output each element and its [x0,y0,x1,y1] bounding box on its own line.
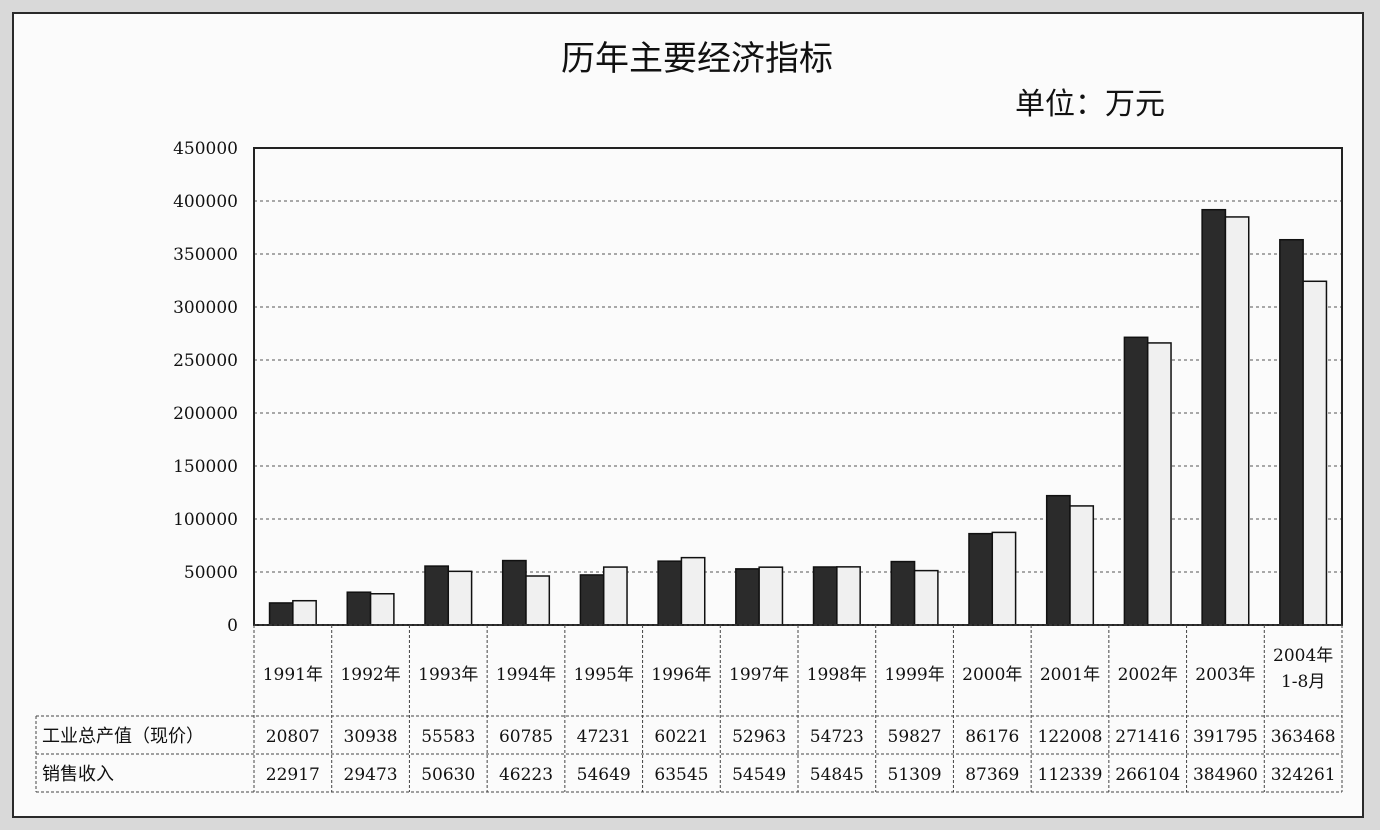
table-value-cell: 271416 [1115,727,1180,747]
bar-sales-revenue [991,531,1017,626]
y-tick-label: 100000 [173,510,238,530]
table-value-cell: 51309 [888,765,942,785]
table-value-cell: 54845 [810,765,864,785]
bar-industrial-output [1123,336,1149,626]
y-tick-label: 150000 [173,457,238,477]
bar-industrial-output [268,602,294,626]
table-value-cell: 46223 [499,765,553,785]
bar-industrial-output [501,559,527,626]
x-category-label: 1999年 [884,665,944,685]
plot-area-border [253,147,1343,626]
table-value-cell: 391795 [1193,727,1258,747]
bar-industrial-output [346,591,372,626]
x-category-label: 1993年 [418,665,478,685]
table-value-cell: 29473 [344,765,398,785]
table-value-cell: 55583 [421,727,475,747]
x-category-label: 2004年 [1273,646,1333,666]
table-value-cell: 87369 [965,765,1019,785]
bar-industrial-output [424,565,450,626]
x-category-label: 1995年 [574,665,634,685]
axes: 0 50000 100000 150000 200000 250000 300000 3500… [173,139,1343,636]
table-value-cell: 266104 [1115,765,1180,785]
y-tick-label: 250000 [173,351,238,371]
x-category-label: 1998年 [807,665,867,685]
x-category-label: 1991年 [263,665,323,685]
bar-sales-revenue [836,566,861,626]
table-value-cell: 112339 [1038,765,1103,785]
bar-industrial-output [579,574,605,626]
y-tick-label: 0 [227,616,238,636]
table-value-cell: 59827 [888,727,942,747]
table-value-cell: 384960 [1193,765,1258,785]
bar-industrial-output [968,532,994,626]
bar-industrial-output [1201,208,1227,626]
table-value-cell: 20807 [266,727,320,747]
table-value-cell: 54549 [732,765,786,785]
bar-sales-revenue [447,570,473,626]
table-row-label: 销售收入 [42,764,114,785]
chart-title: 历年主要经济指标 [561,39,833,79]
table-value-cell: 52963 [732,727,786,747]
data-table: 1991年 1992年 1993年 1994年 1995年 1996年 1997年 1998年… [35,624,1343,793]
bar-industrial-output [657,560,683,626]
bars [268,208,1328,626]
table-value-cell: 54723 [810,727,864,747]
bar-sales-revenue [680,556,706,626]
bar-sales-revenue [1302,280,1328,626]
x-category-label: 1992年 [340,665,400,685]
unit-label: 单位：万元 [1015,87,1165,122]
x-category-label: 1997年 [729,665,789,685]
table-value-cell: 63545 [654,765,708,785]
x-category-label: 2000年 [962,665,1022,685]
x-category-label: 2002年 [1118,665,1178,685]
bar-sales-revenue [292,599,317,626]
bar-sales-revenue [602,566,628,626]
table-value-cell: 22917 [266,765,320,785]
y-tick-label: 400000 [173,192,238,212]
y-tick-label: 50000 [184,563,238,583]
bar-sales-revenue [369,593,395,626]
grid-lines [254,147,1342,573]
x-category-label: 2003年 [1195,665,1255,685]
table-value-cell: 47231 [577,727,631,747]
bar-sales-revenue [1224,216,1250,626]
bar-industrial-output [1045,494,1071,626]
table-value-cell: 50630 [421,765,475,785]
x-category-label: 2001年 [1040,665,1100,685]
table-value-cell: 363468 [1271,727,1336,747]
table-value-cell: 60221 [654,727,708,747]
y-tick-label: 450000 [173,139,238,159]
bar-sales-revenue [758,566,784,626]
table-value-cell: 60785 [499,727,553,747]
y-tick-label: 200000 [173,404,238,424]
y-tick-label: 350000 [173,245,238,265]
table-value-cell: 54649 [577,765,631,785]
bar-sales-revenue [525,575,551,626]
bar-sales-revenue [913,569,939,626]
bar-sales-revenue [1146,342,1172,626]
x-category-label: 1996年 [651,665,711,685]
table-value-cell: 86176 [965,727,1019,747]
table-value-cell: 324261 [1271,765,1336,785]
bar-industrial-output [890,560,916,626]
x-category-label: 1994年 [496,665,556,685]
bar-industrial-output [735,568,760,626]
x-category-label: 1-8月 [1281,672,1325,692]
table-row-label: 工业总产值（现价） [42,726,204,747]
bar-sales-revenue [1069,505,1095,626]
bar-industrial-output [1279,238,1304,626]
table-value-cell: 30938 [344,727,398,747]
bar-industrial-output [812,566,838,626]
table-value-cell: 122008 [1038,727,1103,747]
y-tick-label: 300000 [173,298,238,318]
